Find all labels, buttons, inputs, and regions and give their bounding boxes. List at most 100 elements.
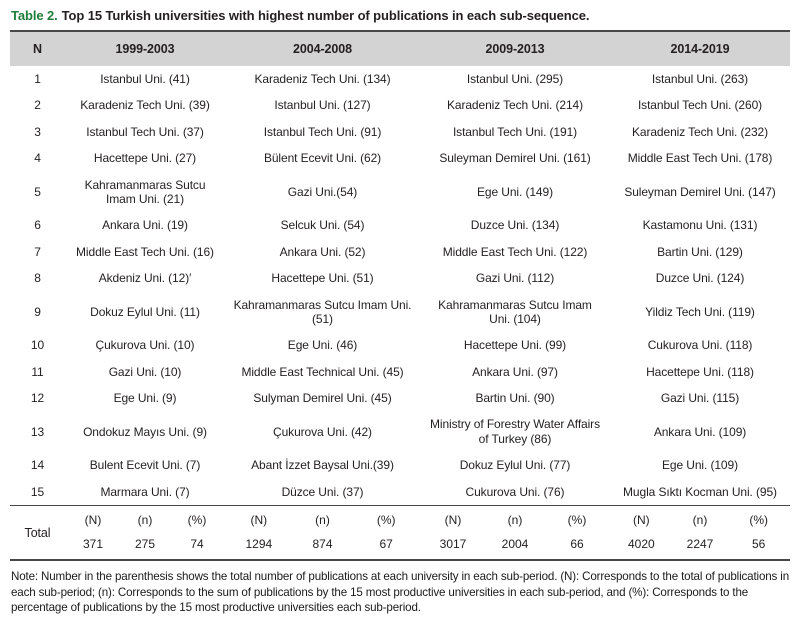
total-value-pct: 66 (570, 537, 584, 552)
uni-cell-2014-2019: Ankara Uni. (109) (653, 424, 747, 439)
total-subheader-N: (N) (250, 513, 268, 528)
total-value-N: 1294 (245, 537, 273, 552)
uni-cell-2004-2008: Selcuk Uni. (54) (280, 218, 365, 233)
uni-cell-2014-2019: Mugla Sıktı Kocman Uni. (95) (623, 484, 777, 499)
uni-cell-1999-2003: Istanbul Uni. (41) (100, 72, 190, 86)
table-row: 12 Ege Uni. (9) Sulyman Demirel Uni. (45… (10, 385, 790, 411)
rank-cell: 3 (34, 124, 41, 139)
uni-cell-1999-2003: Karadeniz Tech Uni. (39) (80, 98, 210, 113)
total-cell-2014-2019: (N) (n) (%) 4020 2247 56 (610, 505, 790, 562)
uni-cell-2004-2008: Hacettepe Uni. (51) (271, 271, 374, 286)
rank-cell: 6 (34, 218, 41, 233)
table-row: 7 Middle East Tech Uni. (16) Ankara Uni.… (10, 239, 790, 265)
table-row: 3 Istanbul Tech Uni. (37) Istanbul Tech … (10, 119, 790, 145)
total-value-n: 2247 (686, 537, 714, 552)
rank-cell: 7 (34, 244, 41, 259)
total-subheader-N: (N) (632, 513, 650, 528)
uni-cell-1999-2003: Akdeniz Uni. (12)′ (98, 271, 192, 286)
rank-cell: 15 (30, 484, 45, 499)
uni-cell-2009-2013: Middle East Tech Uni. (122) (442, 244, 588, 259)
table-row: 14 Bulent Ecevit Uni. (7) Abant İzzet Ba… (10, 452, 790, 478)
table-caption-number: Table 2. (11, 8, 58, 23)
total-value-pct: 67 (379, 537, 393, 552)
rank-cell: 1 (34, 72, 41, 86)
total-value-N: 3017 (439, 537, 467, 552)
rank-cell: 9 (34, 304, 41, 319)
uni-cell-2014-2019: Middle East Tech Uni. (178) (627, 151, 773, 166)
uni-cell-1999-2003: Marmara Uni. (7) (100, 484, 190, 499)
uni-cell-2004-2008: Abant İzzet Baysal Uni.(39) (251, 458, 394, 473)
uni-cell-2014-2019: Kastamonu Uni. (131) (642, 218, 758, 233)
total-subheader-pct: (%) (567, 513, 587, 528)
total-subheader-n: (n) (507, 513, 523, 528)
uni-cell-2009-2013: Bartin Uni. (90) (475, 391, 555, 406)
total-subheader-n: (n) (315, 513, 330, 528)
table-caption-text: Top 15 Turkish universities with highest… (61, 8, 590, 23)
uni-cell-2014-2019: Ege Uni. (109) (662, 458, 738, 473)
uni-cell-2014-2019: Gazi Uni. (115) (660, 391, 740, 406)
uni-cell-1999-2003: Gazi Uni. (10) (108, 364, 182, 379)
rank-cell: 11 (31, 364, 44, 379)
table-row: 15 Marmara Uni. (7) Düzce Uni. (37) Cuku… (10, 479, 790, 506)
rank-cell: 10 (30, 338, 45, 353)
uni-cell-2004-2008: Kahramanmaras Sutcu Imam Uni. (51) (233, 297, 412, 326)
table-row: 11 Gazi Uni. (10) Middle East Technical … (10, 359, 790, 385)
table-row: 8 Akdeniz Uni. (12)′ Hacettepe Uni. (51)… (10, 265, 790, 291)
uni-cell-2004-2008: Düzce Uni. (37) (281, 484, 364, 499)
total-value-N: 371 (82, 537, 104, 552)
uni-cell-2004-2008: Çukurova Uni. (42) (273, 424, 372, 439)
header-cell-n: N (10, 31, 65, 66)
publications-table: N 1999-2003 2004-2008 2009-2013 2014-201… (10, 30, 790, 562)
uni-cell-2009-2013: Suleyman Demirel Uni. (161) (439, 151, 591, 166)
total-value-n: 2004 (501, 537, 529, 552)
total-value-N: 4020 (627, 537, 655, 552)
total-value-pct: 56 (751, 537, 766, 552)
uni-cell-2009-2013: Duzce Uni. (134) (470, 218, 560, 233)
uni-cell-1999-2003: Çukurova Uni. (10) (95, 338, 195, 353)
header-cell-period-2014-2019: 2014-2019 (610, 31, 790, 66)
header-cell-period-2004-2008: 2004-2008 (225, 31, 420, 66)
uni-cell-2014-2019: Istanbul Tech Uni. (260) (637, 98, 763, 113)
uni-cell-2009-2013: Ankara Uni. (97) (472, 364, 558, 379)
total-cell-2009-2013: (N) (n) (%) 3017 2004 66 (420, 505, 610, 562)
uni-cell-2009-2013: Karadeniz Tech Uni. (214) (446, 98, 584, 113)
uni-cell-1999-2003: Kahramanmaras Sutcu Imam Uni. (21) (84, 177, 206, 206)
uni-cell-1999-2003: Bulent Ecevit Uni. (7) (89, 458, 201, 473)
total-value-n: 874 (312, 537, 333, 552)
uni-cell-2009-2013: Ministry of Forestry Water Affairs of Tu… (430, 417, 600, 446)
uni-cell-2004-2008: Gazi Uni.(54) (287, 184, 358, 199)
uni-cell-2009-2013: Gazi Uni. (112) (475, 271, 555, 286)
table-row: 10 Çukurova Uni. (10) Ege Uni. (46) Hace… (10, 332, 790, 358)
uni-cell-2004-2008: Middle East Technical Uni. (45) (241, 364, 404, 379)
uni-cell-2004-2008: Ege Uni. (46) (287, 338, 358, 353)
uni-cell-2009-2013: Kahramanmaras Sutcu Imam Uni. (104) (438, 297, 592, 326)
table-caption: Table 2. Top 15 Turkish universities with… (11, 8, 790, 23)
table-row: 1 Istanbul Uni. (41) Karadeniz Tech Uni.… (10, 66, 790, 92)
total-cell-1999-2003: (N) (n) (%) 371 275 74 (65, 505, 225, 562)
total-value-pct: 74 (190, 537, 204, 552)
header-cell-period-2009-2013: 2009-2013 (420, 31, 610, 66)
uni-cell-2004-2008: Bülent Ecevit Uni. (62) (263, 151, 382, 166)
total-subheader-n: (n) (692, 513, 708, 528)
total-subheader-N: (N) (84, 513, 102, 528)
header-cell-period-1999-2003: 1999-2003 (65, 31, 225, 66)
document-page: Table 2. Top 15 Turkish universities with… (10, 8, 790, 614)
uni-cell-2009-2013: Istanbul Uni. (295) (466, 72, 564, 86)
table-row: 2 Karadeniz Tech Uni. (39) Istanbul Uni.… (10, 92, 790, 118)
uni-cell-2004-2008: Sulyman Demirel Uni. (45) (253, 391, 392, 406)
table-row: 6 Ankara Uni. (19) Selcuk Uni. (54) Duzc… (10, 212, 790, 238)
table-row: 4 Hacettepe Uni. (27) Bülent Ecevit Uni.… (10, 145, 790, 171)
uni-cell-2009-2013: Ege Uni. (149) (477, 184, 553, 199)
total-subheader-N: (N) (444, 513, 462, 528)
uni-cell-2004-2008: Karadeniz Tech Uni. (134) (254, 72, 391, 86)
total-subheader-n: (n) (137, 513, 153, 528)
total-subheader-pct: (%) (749, 513, 768, 528)
uni-cell-2009-2013: Cukurova Uni. (76) (465, 484, 565, 499)
total-cell-2004-2008: (N) (n) (%) 1294 874 67 (225, 505, 420, 562)
uni-cell-2014-2019: Karadeniz Tech Uni. (232) (631, 124, 769, 139)
uni-cell-1999-2003: Ankara Uni. (19) (102, 218, 188, 233)
table-body: 1 Istanbul Uni. (41) Karadeniz Tech Uni.… (10, 66, 790, 506)
uni-cell-1999-2003: Istanbul Tech Uni. (37) (86, 124, 204, 139)
uni-cell-1999-2003: Hacettepe Uni. (27) (93, 151, 197, 166)
uni-cell-2014-2019: Yildiz Tech Uni. (119) (645, 304, 755, 319)
